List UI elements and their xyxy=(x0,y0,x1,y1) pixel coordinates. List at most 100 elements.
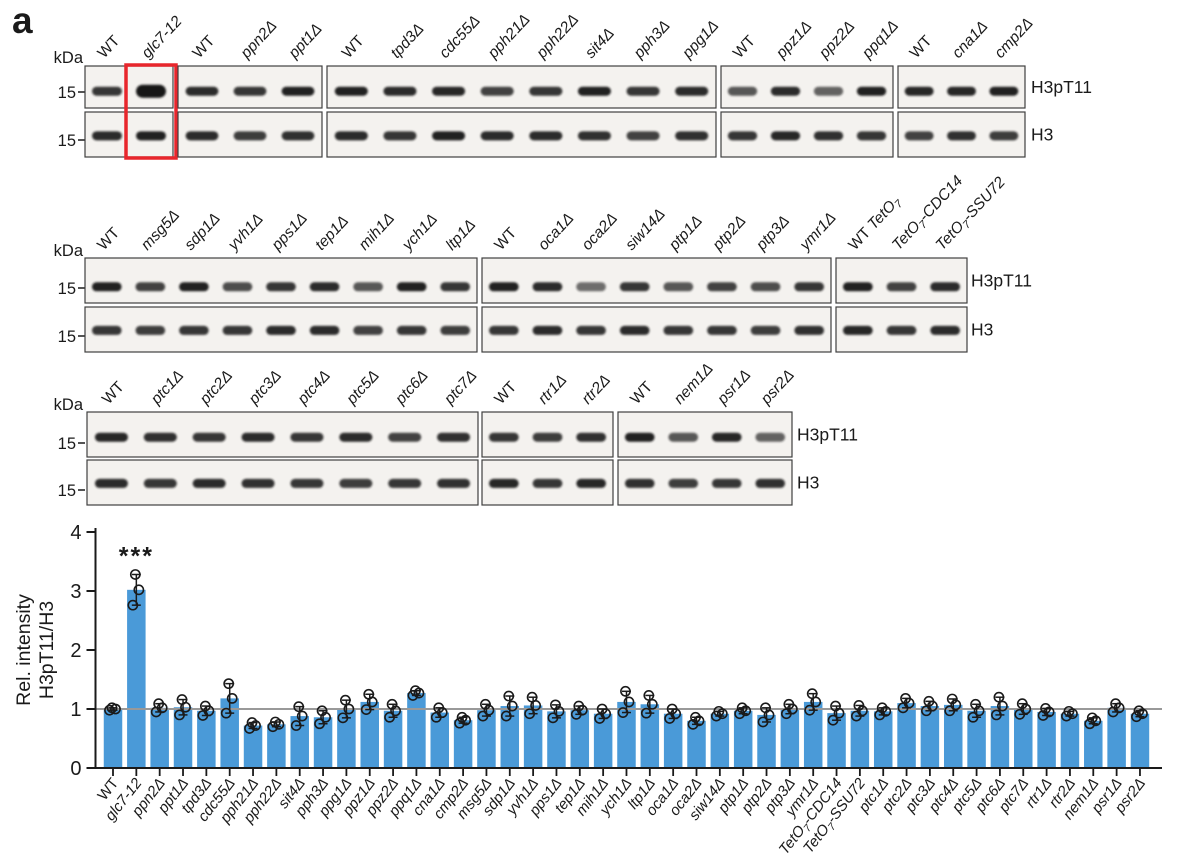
marker-label: 15 xyxy=(58,132,76,150)
data-point xyxy=(1014,708,1026,720)
data-point xyxy=(880,705,892,717)
antibody-label: H3pT11 xyxy=(1031,77,1092,97)
lane-label: WT xyxy=(627,378,656,408)
data-point xyxy=(386,698,398,710)
data-point xyxy=(1131,711,1142,723)
blot-band xyxy=(750,325,781,335)
blot-band xyxy=(281,86,315,96)
blot-band xyxy=(396,282,427,292)
data-point xyxy=(950,699,962,711)
data-point xyxy=(223,678,235,690)
blot-band xyxy=(266,325,296,335)
blot-band xyxy=(576,325,606,335)
bar xyxy=(243,725,263,768)
blot-band xyxy=(619,282,650,292)
blot-band xyxy=(707,282,737,292)
blot-band xyxy=(383,86,417,96)
data-point xyxy=(1137,708,1148,720)
bar xyxy=(780,709,800,768)
data-point xyxy=(269,716,281,728)
blot-band xyxy=(576,478,607,488)
marker-label: 15 xyxy=(58,435,76,453)
blot-band xyxy=(185,131,219,141)
bar xyxy=(733,710,753,768)
data-point xyxy=(596,703,608,715)
blot-strip xyxy=(84,257,478,304)
data-point xyxy=(220,707,232,719)
data-point xyxy=(433,702,445,714)
lane-label: ptc6Δ xyxy=(391,367,431,408)
y-tick-label: 2 xyxy=(70,640,81,662)
blot-band xyxy=(192,478,226,488)
y-tick-label: 3 xyxy=(70,581,81,603)
blot-band xyxy=(488,478,519,488)
bar xyxy=(873,711,893,768)
data-point xyxy=(456,711,468,723)
data-point xyxy=(687,718,699,730)
blot-band xyxy=(619,325,650,335)
bar xyxy=(710,713,730,768)
lane-label: ppg1Δ xyxy=(678,17,722,62)
data-point xyxy=(314,718,325,730)
lane-label: yvh1Δ xyxy=(224,211,267,255)
blot-band xyxy=(532,325,563,335)
lane-label: mih1Δ xyxy=(356,210,398,254)
kda-label: kDa xyxy=(54,242,84,260)
blot-band xyxy=(532,478,563,488)
blot-band xyxy=(794,282,825,292)
bar xyxy=(290,716,309,768)
blot-band xyxy=(755,432,786,442)
lane-label: WT xyxy=(189,32,218,62)
blot-band xyxy=(842,325,873,335)
lane-label: cna1Δ xyxy=(949,18,991,62)
blot-band xyxy=(904,86,934,96)
bar xyxy=(850,710,870,768)
data-point xyxy=(129,569,141,580)
y-tick-label: 4 xyxy=(70,522,81,544)
bar xyxy=(407,693,426,768)
blot-band xyxy=(668,478,699,488)
lane-label: WT xyxy=(94,32,123,62)
blot-band xyxy=(727,86,758,96)
blot-band xyxy=(488,282,519,292)
blot-band xyxy=(770,131,801,141)
blot-band xyxy=(179,325,209,335)
blot-band xyxy=(842,282,873,292)
blot-band xyxy=(334,131,368,141)
data-point xyxy=(363,688,375,700)
y-tick-label: 0 xyxy=(70,758,81,780)
lane-label: cdc55Δ xyxy=(436,12,484,61)
data-point xyxy=(1084,718,1096,730)
significance-label: *** xyxy=(119,542,154,570)
data-point xyxy=(690,711,701,723)
blot-band xyxy=(532,282,563,292)
blot-band xyxy=(266,282,296,292)
blot-band xyxy=(192,432,226,442)
data-point xyxy=(1043,706,1055,718)
data-point xyxy=(483,704,495,716)
panel-label: a xyxy=(12,0,33,41)
bar xyxy=(430,712,450,768)
data-point xyxy=(337,712,349,724)
data-point xyxy=(993,691,1005,703)
blot-band xyxy=(241,478,275,488)
lane-label: WT xyxy=(339,32,368,62)
data-point xyxy=(503,690,515,702)
blot-band xyxy=(353,282,383,292)
data-point xyxy=(1020,703,1032,715)
lane-label: pps1Δ xyxy=(268,210,311,255)
bar xyxy=(103,709,123,768)
lane-label: pph21Δ xyxy=(484,11,534,62)
data-point xyxy=(174,709,185,721)
data-point xyxy=(876,702,888,714)
data-point xyxy=(850,710,862,722)
data-point xyxy=(1040,703,1051,714)
bar xyxy=(547,711,566,768)
data-point xyxy=(1090,715,1102,727)
blot-strip xyxy=(481,257,832,304)
lane-label: sdp1Δ xyxy=(181,210,223,254)
blot-band xyxy=(529,131,563,141)
data-point xyxy=(293,701,305,713)
blot-band xyxy=(624,432,655,442)
